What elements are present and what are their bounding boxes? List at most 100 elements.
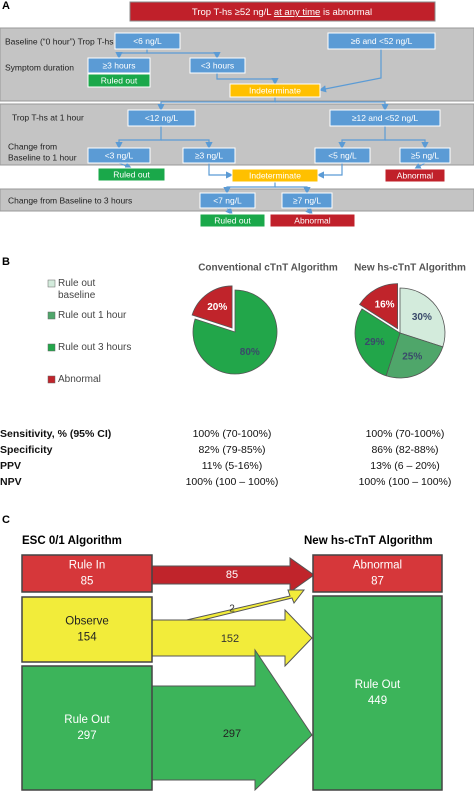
panel-letter: B [2,256,10,268]
node-box [231,168,319,183]
table-cell: 82% (79-85%) [198,444,265,456]
node-box [281,192,333,209]
slice-label: 16% [375,300,395,311]
row-label: Sensitivity, % (95% CI) [0,428,111,440]
outcome-box [21,665,153,791]
legend-swatch [47,311,56,320]
node-label: <3 ng/L [105,150,134,160]
panel-letter: C [2,514,10,526]
pie-slice [385,332,444,379]
node-box [189,57,246,74]
pie-slice [359,283,398,330]
node-box [199,192,256,209]
node-label: Ruled out [113,169,150,179]
node-label: Ruled out [101,75,138,85]
side-label: Baseline to 1 hour [8,152,77,162]
outcome-label: Rule Out [355,679,401,691]
outcome-count: 297 [77,730,96,742]
node-box [229,83,321,98]
node-box [329,109,441,127]
table-cell: 100% (70-100%) [193,428,272,440]
node-label: Abnormal [397,170,433,180]
node-label: ≥12 and <52 ng/L [352,113,419,123]
flow-arrows [151,557,315,792]
outcome-label: Observe [65,616,108,628]
banner-part: is abnormal [323,7,372,18]
node-box [269,213,356,228]
pie-slice [191,285,233,329]
node-box [399,147,451,164]
table-cell: 100% (70-100%) [366,428,445,440]
outcome-box [21,554,153,593]
node-label: <5 ng/L [328,150,357,160]
node-label: Ruled out [214,215,251,225]
node-label: ≥3 ng/L [195,150,224,160]
slice-label: 29% [365,337,385,348]
table-cell: 100% (100 – 100%) [359,476,452,488]
node-label: Indeterminate [249,85,301,95]
side-label: Symptom duration [5,62,74,72]
node-label: <3 hours [201,60,234,70]
node-label: ≥7 ng/L [293,195,322,205]
legend-swatch [47,343,56,352]
flow-label: 85 [226,569,238,581]
node-label: ≥3 hours [102,60,135,70]
pie-slice [399,287,446,348]
legend-label: Rule out 1 hour [58,310,127,321]
legend-label: Rule out baseline [58,278,96,301]
outcome-count: 154 [77,632,97,644]
banner-part: Trop T-hs ≥52 ng/L [192,7,271,18]
pie-slice [354,308,401,377]
node-box [114,32,181,50]
table-cell: 86% (82-88%) [371,444,438,456]
node-label: <7 ng/L [213,195,242,205]
node-box [127,109,196,127]
legend-swatch [47,375,56,384]
outcome-label: Abnormal [353,560,402,572]
banner-box [129,1,436,22]
chart-title: New hs-cTnT Algorithm [354,263,466,274]
node-box [87,73,151,88]
side-label: Trop T-hs at 1 hour [12,112,84,122]
banner-part: at any time [274,7,320,18]
outcome-label: Rule Out [64,714,110,726]
flow-label: 297 [223,728,241,740]
node-label: ≥5 ng/L [411,150,440,160]
legend-label: Abnormal [58,374,101,385]
outcome-label: Rule In [69,560,105,572]
row-label: Specificity [0,444,53,456]
node-label: <12 ng/L [145,113,179,123]
row-label: NPV [0,476,22,488]
outcome-box [21,596,153,663]
node-box [97,167,166,182]
node-label: <6 ng/L [133,36,162,46]
panel-letter: A [2,0,10,12]
outcome-box [312,554,443,593]
outcome-count: 85 [81,576,94,588]
table-cell: 13% (6 – 20%) [370,460,439,472]
slice-label: 25% [402,352,422,363]
table-cell: 11% (5-16%) [202,460,263,472]
node-box [384,168,446,183]
side-label: Baseline (“0 hour”) Trop T-hs [5,36,114,46]
flow-label: 152 [221,633,239,645]
flow-label: 2 [229,604,235,615]
node-box [87,147,151,164]
table-cell: 100% (100 – 100%) [186,476,279,488]
node-label: ≥6 and <52 ng/L [351,36,413,46]
outcome-count: 449 [368,695,387,707]
legend-label: Rule out 3 hours [58,342,132,353]
node-label: Indeterminate [249,170,301,180]
side-label: Change from Baseline to 3 hours [8,195,132,205]
slice-label: 20% [207,302,227,313]
pie-slice [192,289,278,375]
node-box [87,57,151,74]
node-box [182,147,236,164]
outcome-box [312,595,443,791]
node-box [199,213,266,228]
left-title: ESC 0/1 Algorithm [22,535,122,547]
node-box [327,32,436,50]
banner: Trop T-hs ≥52 ng/L at any time is abnorm… [192,7,372,18]
